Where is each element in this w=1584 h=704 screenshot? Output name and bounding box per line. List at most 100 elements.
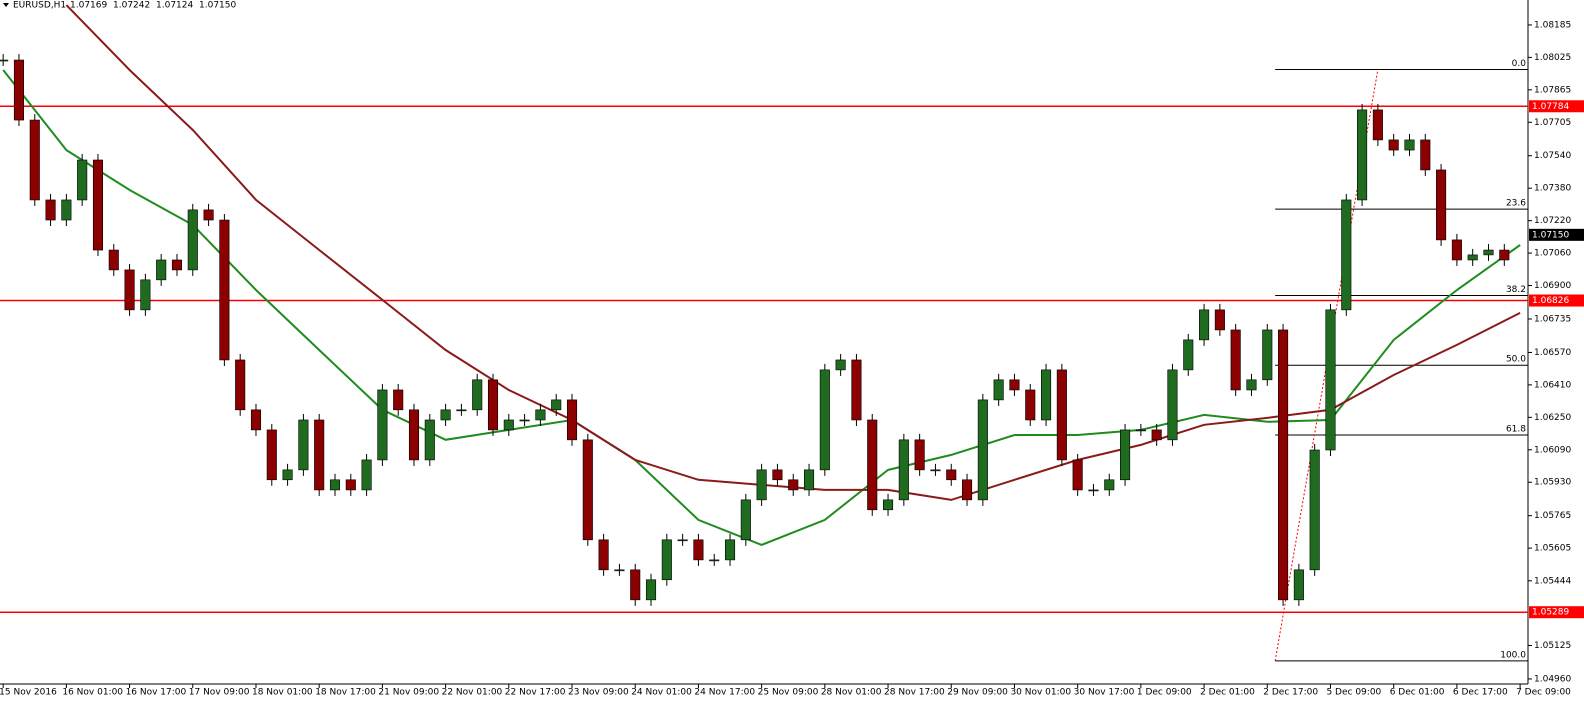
x-tick-label: 28 Nov 01:00 <box>821 688 882 698</box>
y-tick-label: 1.06090 <box>1534 445 1571 455</box>
candle <box>1072 459 1083 491</box>
candle <box>282 469 293 481</box>
candle <box>693 539 704 561</box>
y-tick-label: 1.05605 <box>1534 544 1571 554</box>
y-tick-label: 1.06570 <box>1534 348 1571 358</box>
candle <box>930 469 941 472</box>
candle <box>1151 429 1162 441</box>
x-tick-label: 2 Dec 17:00 <box>1263 688 1318 698</box>
candle <box>345 479 356 491</box>
x-tick-label: 25 Nov 09:00 <box>758 688 819 698</box>
y-tick-label: 1.07865 <box>1534 85 1571 95</box>
symbol: EURUSD,H1 <box>13 1 66 11</box>
x-tick-label: 30 Nov 01:00 <box>1010 688 1071 698</box>
candle <box>614 569 625 572</box>
fib-label: 50.0 <box>1506 355 1526 365</box>
candle <box>0 59 9 62</box>
candle <box>1325 309 1336 451</box>
price-label-box <box>1529 100 1584 113</box>
ohlc-value: 1.07124 <box>156 1 193 11</box>
price-label-box <box>1529 294 1584 307</box>
moving-average <box>2 69 1521 546</box>
candle <box>124 269 135 311</box>
current-price-label: 1.07150 <box>1532 230 1569 240</box>
candle <box>203 209 214 221</box>
candle <box>661 539 672 581</box>
y-tick-label: 1.05765 <box>1534 511 1571 521</box>
x-tick-label: 18 Nov 01:00 <box>252 688 313 698</box>
candle <box>709 559 720 562</box>
x-tick-label: 6 Dec 01:00 <box>1390 688 1445 698</box>
ohlc-value: 1.07169 <box>70 1 107 11</box>
candle <box>883 499 894 511</box>
x-tick-label: 16 Nov 17:00 <box>126 688 187 698</box>
x-tick-label: 22 Nov 17:00 <box>505 688 566 698</box>
y-tick-label: 1.07220 <box>1534 216 1571 226</box>
candle <box>993 379 1004 401</box>
x-tick-label: 15 Nov 2016 <box>0 688 57 698</box>
candle <box>1309 449 1320 571</box>
candle <box>867 419 878 511</box>
x-tick-label: 23 Nov 09:00 <box>568 688 629 698</box>
candle <box>250 409 262 431</box>
candle <box>440 409 451 421</box>
fib-label: 23.6 <box>1506 199 1526 209</box>
candle <box>1357 109 1368 201</box>
candle <box>187 209 198 271</box>
candle <box>1025 389 1036 421</box>
y-tick-label: 1.06250 <box>1534 413 1571 423</box>
price-label-box <box>1529 606 1584 619</box>
fib-label: 61.8 <box>1506 424 1526 434</box>
candle <box>108 249 119 271</box>
candle <box>298 419 309 471</box>
candle <box>503 419 514 431</box>
candle <box>1056 369 1067 461</box>
candle <box>361 459 372 491</box>
candle <box>1088 489 1099 492</box>
candle <box>1246 379 1257 391</box>
price-label: 1.06826 <box>1532 296 1569 306</box>
candle <box>630 569 641 601</box>
candle <box>456 409 467 412</box>
candle <box>582 439 593 541</box>
candle <box>519 419 530 422</box>
candle <box>377 389 388 461</box>
candle <box>645 579 657 601</box>
candle <box>171 259 183 271</box>
y-tick-label: 1.08185 <box>1534 20 1571 30</box>
y-tick-label: 1.07705 <box>1534 118 1571 128</box>
candle <box>1372 109 1383 141</box>
menu-arrow[interactable] <box>3 3 9 7</box>
y-tick-label: 1.06900 <box>1534 281 1571 291</box>
x-tick-label: 28 Nov 17:00 <box>884 688 945 698</box>
y-tick-label: 1.05930 <box>1534 478 1571 488</box>
x-tick-label: 30 Nov 17:00 <box>1074 688 1135 698</box>
candle <box>1404 139 1415 151</box>
candle <box>1167 369 1178 441</box>
candle <box>1451 239 1462 261</box>
candle <box>92 159 104 251</box>
candle <box>1420 139 1431 171</box>
candle <box>13 59 25 121</box>
candle <box>772 469 783 481</box>
current-price-box <box>1529 228 1584 241</box>
candle <box>566 399 578 441</box>
x-tick-label: 16 Nov 01:00 <box>62 688 123 698</box>
candle <box>740 499 751 541</box>
candle <box>851 359 862 421</box>
x-tick-label: 18 Nov 17:00 <box>315 688 376 698</box>
candle <box>29 119 40 201</box>
price-label: 1.07784 <box>1532 102 1569 112</box>
price-label: 1.05289 <box>1532 608 1569 618</box>
candle <box>914 439 925 471</box>
y-tick-label: 1.07380 <box>1534 184 1571 194</box>
fib-label: 38.2 <box>1506 285 1526 295</box>
candle <box>677 539 688 542</box>
candle <box>1230 329 1241 391</box>
candle <box>1467 254 1478 261</box>
y-tick-label: 1.07060 <box>1534 249 1571 259</box>
candle <box>803 469 815 491</box>
candle <box>788 479 799 491</box>
